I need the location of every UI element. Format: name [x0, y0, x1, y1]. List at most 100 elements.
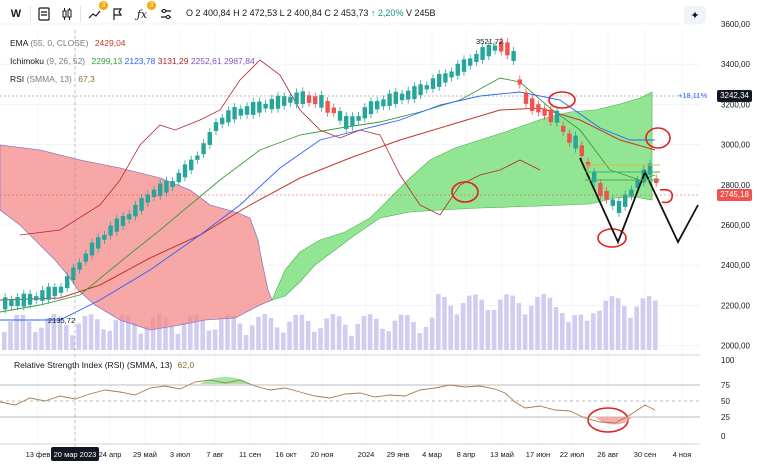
candle-body	[127, 214, 132, 220]
candle-body	[201, 143, 206, 155]
volume-bar	[39, 327, 44, 350]
candle-body	[381, 99, 386, 107]
indicators-button[interactable]: ƒx 3	[132, 1, 156, 24]
time-axis-highlight	[51, 447, 99, 461]
volume-bar	[646, 296, 652, 350]
chart-settings-button[interactable]	[34, 4, 54, 24]
volume-bar	[491, 309, 497, 350]
volume-bar	[107, 330, 112, 350]
volume-bar	[237, 323, 243, 350]
time-axis[interactable]: 13 фев 20 мар 2023 24 апр 29 май 3 июл 7 авг 1…	[0, 443, 700, 461]
candle-body	[554, 110, 560, 123]
volume-bar	[584, 320, 590, 350]
ai-assist-button[interactable]: ✦	[684, 6, 706, 24]
ema-line	[0, 107, 656, 301]
candle-body	[474, 53, 479, 63]
volume-bar	[622, 306, 627, 350]
candle-body	[585, 161, 591, 167]
volume-bar	[231, 315, 236, 350]
candle-body	[486, 44, 491, 57]
volume-bar	[57, 316, 63, 350]
symbol-label: W	[10, 8, 22, 20]
candles-type-button[interactable]	[57, 4, 77, 24]
legend-ichimoku[interactable]: Ichimoku (9, 26, 52) 2299,13 2123,78 313…	[10, 56, 255, 66]
time-axis-label: 11 сен	[239, 450, 261, 459]
legend-rsi[interactable]: RSI (SMMA, 13) 67,3	[10, 74, 95, 84]
top-toolbar: W 3 ƒx 3 O 2 400,84 H 2 472,53 L 2 400,8…	[0, 0, 758, 28]
candle-body	[399, 93, 405, 101]
volume-bar	[380, 328, 385, 350]
volume-bar	[324, 318, 329, 350]
volume-bar	[138, 333, 143, 350]
candle-body	[647, 163, 653, 175]
candle-body	[350, 116, 355, 127]
toolbar-divider	[30, 6, 31, 22]
ohlc-change: ↑ 2,20%	[370, 8, 404, 18]
candle-body	[232, 107, 237, 120]
ichimoku-name: Ichimoku	[10, 56, 45, 66]
volume-bar	[274, 327, 280, 350]
ohlc-high: H 2 472,53	[233, 8, 278, 18]
volume-bar	[547, 297, 553, 350]
volume-bar	[169, 326, 174, 350]
candle-body	[393, 91, 398, 104]
candle-body	[34, 296, 39, 301]
candle-body	[133, 204, 138, 217]
volume-bar	[2, 332, 7, 350]
ema-name: EMA	[10, 38, 28, 48]
volume-bar	[541, 294, 546, 350]
candle-body	[220, 117, 225, 125]
candle-body	[120, 215, 126, 226]
time-axis-label: 7 авг	[206, 450, 223, 459]
rsi-params: (SMMA, 13)	[26, 74, 72, 84]
replay-button[interactable]	[108, 4, 128, 24]
annotation-curve	[659, 188, 674, 204]
ohlc-low: L 2 400,84	[279, 8, 322, 18]
candle-body	[189, 159, 194, 171]
rsi-value: 67,3	[78, 74, 95, 84]
time-axis-label: 26 авг	[597, 450, 619, 459]
candle-body	[65, 276, 70, 289]
alerts-button[interactable]: 3	[84, 1, 108, 24]
volume-bar	[281, 332, 286, 350]
ichimoku-value-1: 2299,13	[91, 56, 123, 66]
legend-ema[interactable]: EMA (55, 0, CLOSE) 2429,04	[10, 38, 126, 48]
candle-body	[387, 93, 392, 106]
candle-body	[145, 194, 150, 203]
candle-body	[108, 225, 113, 236]
volume-bar	[361, 316, 367, 350]
volume-bar	[243, 334, 249, 350]
candle-body	[418, 84, 423, 96]
volume-bar	[144, 326, 150, 350]
candle-body	[592, 171, 597, 183]
volume-bar	[640, 298, 646, 350]
price-axis-label: 2400,00	[721, 261, 750, 270]
candle-body	[517, 79, 522, 85]
candle-body	[331, 107, 336, 114]
time-axis-label: 16 окт	[275, 450, 297, 459]
rsi-pane	[0, 354, 700, 425]
chikou-line	[19, 59, 541, 236]
candle-body	[257, 101, 262, 113]
candle-body	[269, 98, 274, 110]
candle-body	[207, 132, 212, 145]
document-settings-icon	[38, 7, 50, 21]
candle-body	[244, 106, 250, 115]
price-tag-upper: 3242,34	[717, 90, 752, 102]
symbol-button[interactable]: W	[6, 4, 26, 24]
volume-bar	[628, 317, 633, 350]
candle-body	[21, 293, 26, 307]
tenkan-line	[0, 77, 656, 313]
candle-body	[412, 86, 417, 100]
candle-body	[226, 110, 231, 123]
volume-bar	[95, 319, 100, 350]
sliders-button[interactable]	[156, 4, 176, 24]
volume-bar	[8, 321, 13, 350]
volume-bar	[467, 295, 472, 350]
candle-body	[356, 116, 361, 121]
ichimoku-value-2: 2123,78	[124, 56, 156, 66]
rsi-pane-legend[interactable]: Relative Strength Index (RSI) (SMMA, 13)…	[14, 360, 194, 370]
price-axis[interactable]: 3600,00 3400,00 3200,00 3000,00 2800,00 2600,…	[721, 20, 750, 441]
candle-body	[238, 108, 243, 116]
